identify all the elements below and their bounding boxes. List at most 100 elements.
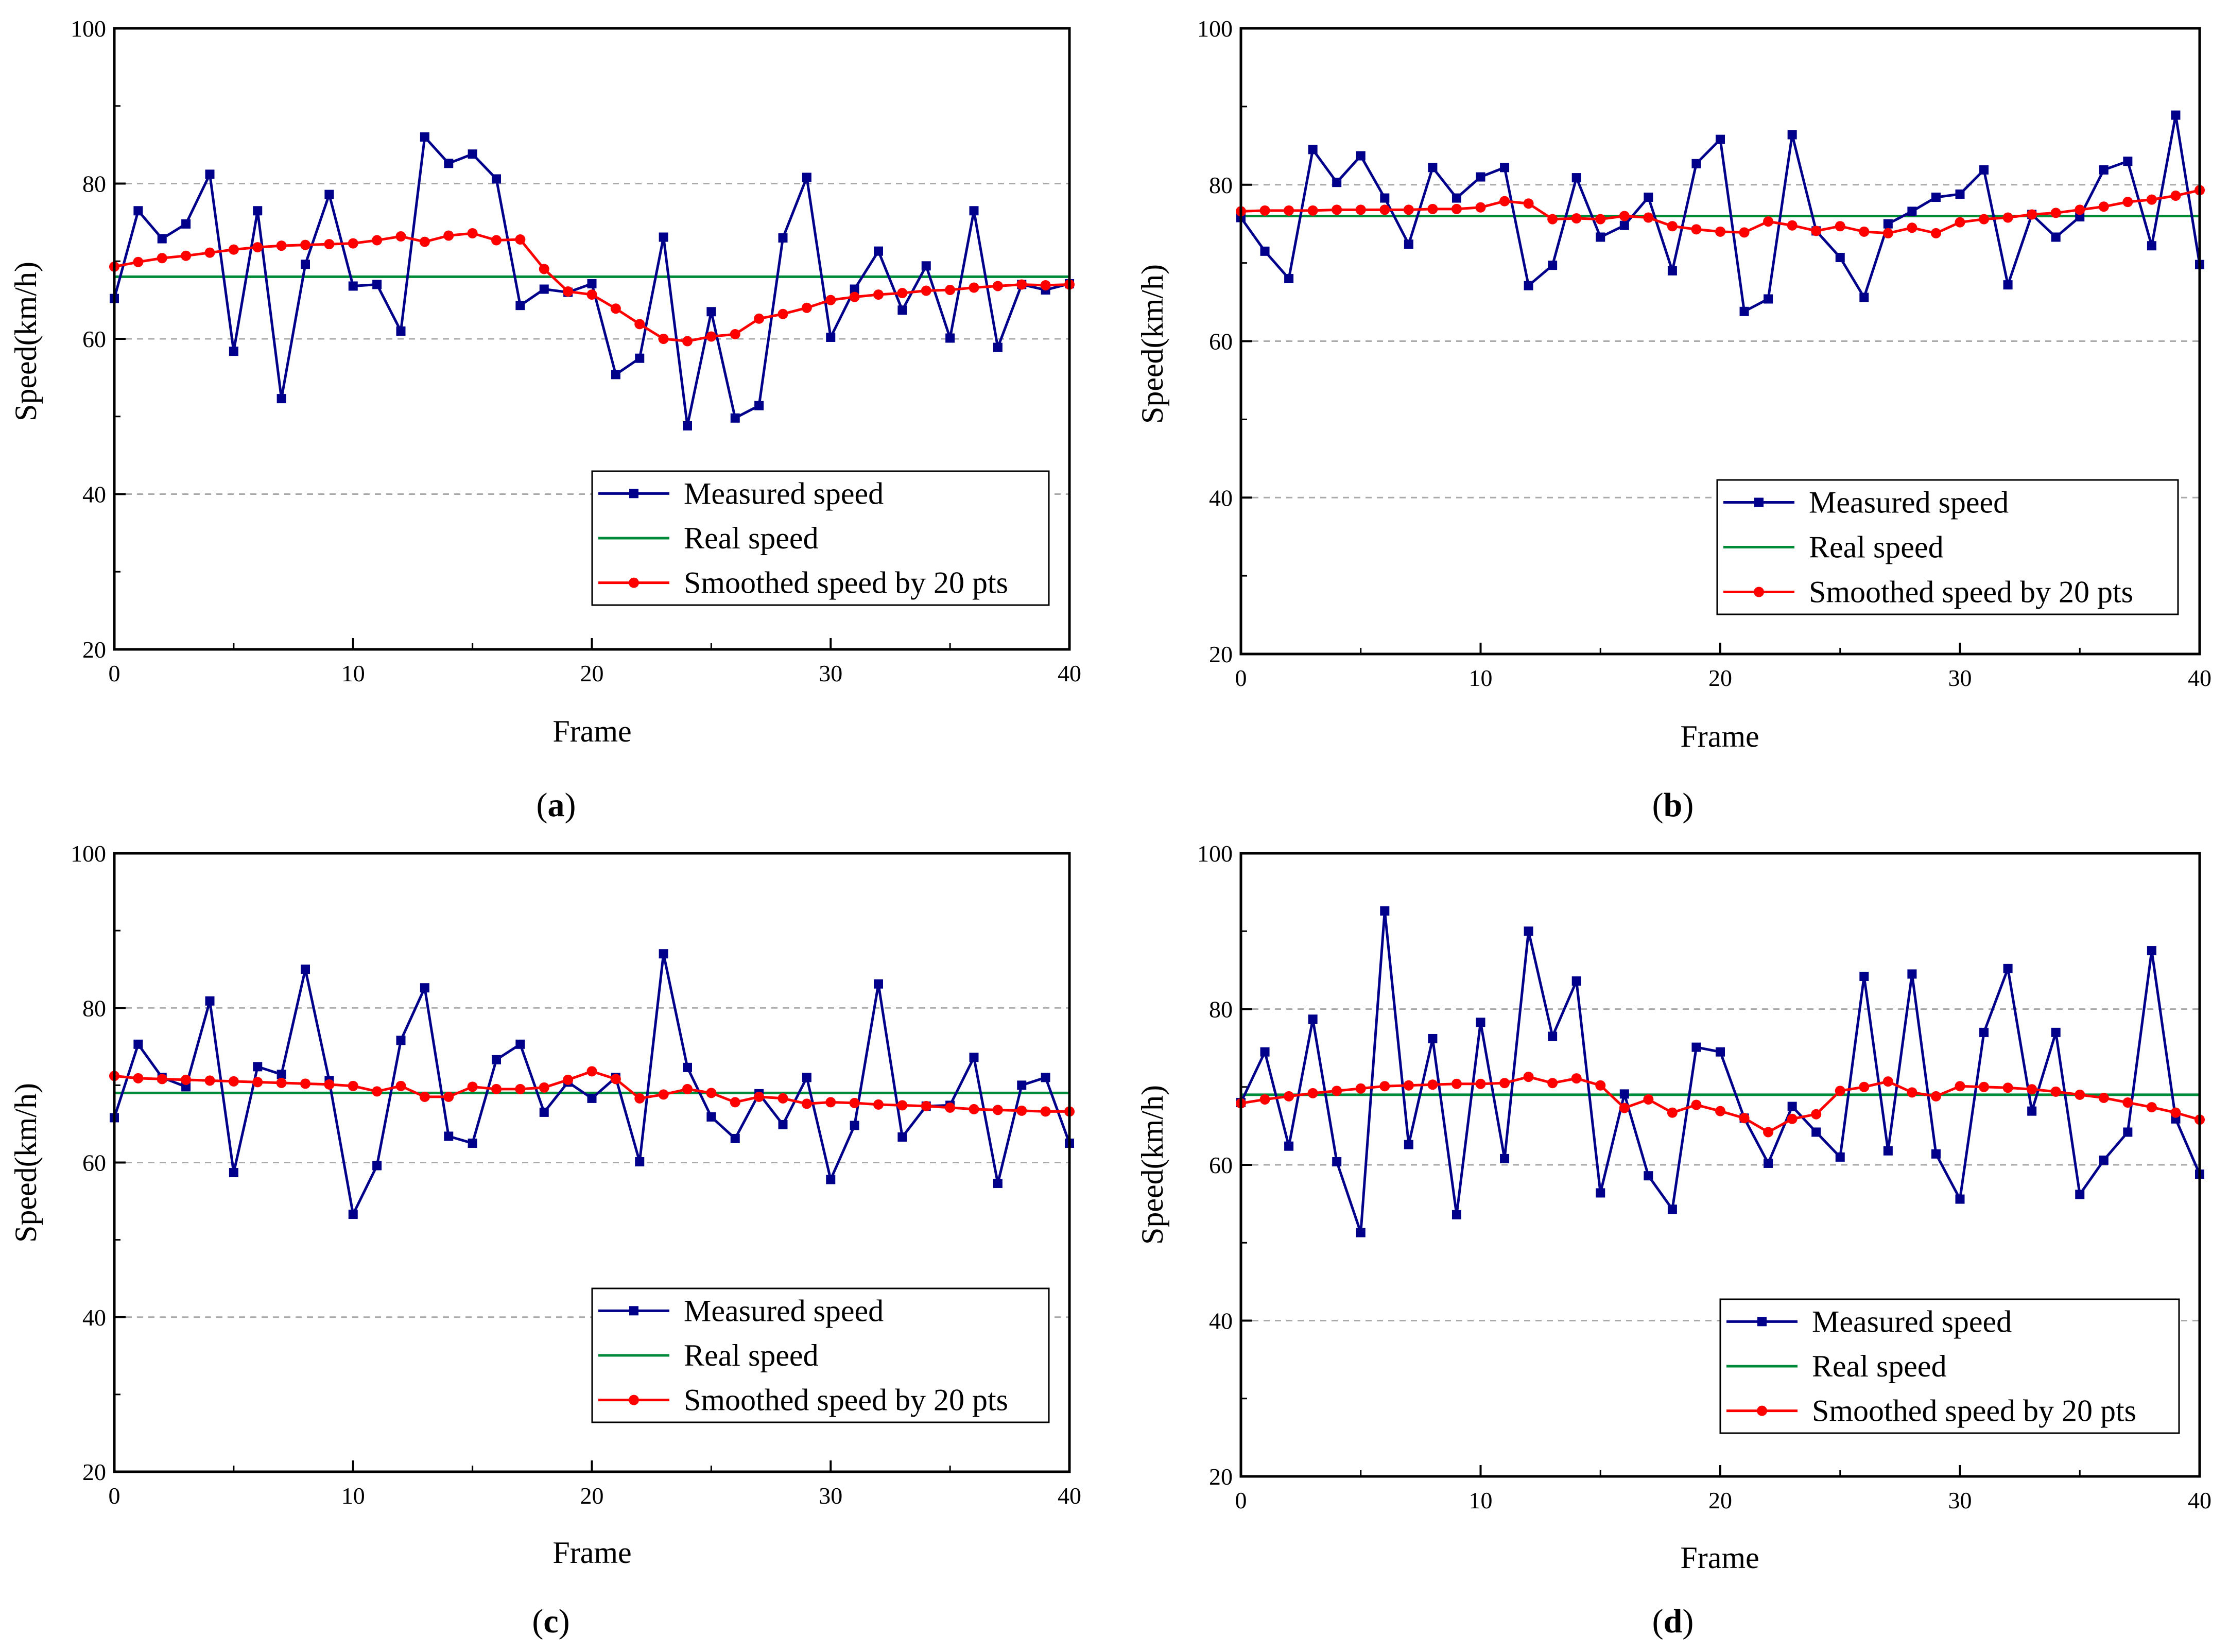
point-measured-speed: [468, 1138, 477, 1148]
legend-marker-square: [1757, 1317, 1767, 1327]
point-measured-speed: [301, 965, 310, 974]
point-measured-speed: [1500, 1154, 1510, 1163]
point-measured-speed: [372, 1161, 382, 1171]
y-tick-label-20: 20: [82, 1459, 106, 1485]
point-smoothed-speed: [2122, 1097, 2133, 1108]
point-measured-speed: [921, 261, 931, 271]
point-smoothed-speed: [730, 329, 740, 339]
point-measured-speed: [1859, 971, 1869, 981]
point-measured-speed: [492, 174, 501, 184]
y-tick-label-100: 100: [71, 15, 106, 42]
point-measured-speed: [1356, 1228, 1366, 1237]
point-smoothed-speed: [1643, 1094, 1654, 1105]
point-measured-speed: [2099, 165, 2109, 175]
point-measured-speed: [492, 1055, 501, 1064]
point-measured-speed: [1907, 969, 1917, 979]
x-tick-label-10: 10: [341, 1483, 365, 1509]
legend-label: Measured speed: [1809, 486, 2009, 520]
point-measured-speed: [2099, 1155, 2109, 1165]
point-smoothed-speed: [1930, 228, 1941, 238]
chart-panel-d: 20 40 60 80 100 0 10 20 30 40 Measured speed Real s…: [1135, 840, 2211, 1640]
point-smoothed-speed: [2170, 191, 2181, 201]
point-smoothed-speed: [1547, 214, 1558, 225]
chart-panel-a: 20 40 60 80 100 0 10 20 30 40 Measured speed Real s…: [9, 15, 1081, 824]
legend-label: Measured speed: [1812, 1304, 2012, 1338]
point-smoothed-speed: [276, 240, 287, 251]
point-smoothed-speed: [1355, 204, 1366, 215]
point-smoothed-speed: [443, 230, 454, 241]
point-measured-speed: [2075, 1190, 2085, 1199]
point-smoothed-speed: [1571, 213, 1582, 224]
point-smoothed-speed: [706, 1088, 717, 1098]
point-smoothed-speed: [1332, 1086, 1342, 1096]
point-smoothed-speed: [1284, 1091, 1294, 1102]
point-smoothed-speed: [395, 231, 406, 242]
point-measured-speed: [1931, 193, 1941, 202]
point-measured-speed: [253, 1062, 263, 1072]
point-measured-speed: [277, 1070, 286, 1079]
point-measured-speed: [1308, 1014, 1318, 1024]
point-measured-speed: [396, 1036, 406, 1045]
point-smoothed-speed: [2146, 194, 2157, 205]
point-smoothed-speed: [586, 1066, 597, 1077]
point-smoothed-speed: [181, 250, 192, 261]
point-measured-speed: [1979, 165, 1989, 175]
point-measured-speed: [1356, 151, 1366, 161]
point-measured-speed: [2123, 1127, 2133, 1137]
point-smoothed-speed: [969, 282, 979, 293]
point-smoothed-speed: [133, 256, 144, 267]
point-measured-speed: [1931, 1149, 1941, 1159]
y-tick-label-40: 40: [1209, 485, 1233, 511]
point-smoothed-speed: [1475, 202, 1486, 213]
point-smoothed-speed: [873, 1099, 884, 1110]
point-smoothed-speed: [133, 1073, 144, 1083]
x-tick-label-10: 10: [341, 660, 365, 686]
point-measured-speed: [1667, 266, 1677, 276]
x-tick-label-0: 0: [109, 660, 120, 686]
point-measured-speed: [1428, 1034, 1438, 1043]
point-smoothed-speed: [754, 1091, 765, 1102]
x-tick-label-20: 20: [1708, 1487, 1732, 1513]
x-tick-label-10: 10: [1469, 1487, 1493, 1513]
y-tick-label-60: 60: [82, 326, 106, 352]
point-measured-speed: [1308, 145, 1318, 154]
point-smoothed-speed: [2146, 1102, 2157, 1113]
y-tick-label-80: 80: [82, 171, 106, 197]
point-smoothed-speed: [2002, 212, 2013, 223]
panel-caption: (b): [1652, 786, 1694, 824]
point-smoothed-speed: [1523, 198, 1534, 209]
point-measured-speed: [1907, 206, 1917, 216]
legend-marker-circle: [1757, 1405, 1767, 1416]
point-measured-speed: [1596, 232, 1605, 242]
legend-label: Real speed: [684, 1338, 819, 1372]
legend-label: Smoothed speed by 20 pts: [1809, 575, 2133, 609]
point-measured-speed: [635, 1157, 645, 1166]
legend: Measured speed Real speed Smoothed speed b…: [1719, 1298, 2180, 1434]
y-tick-label-80: 80: [1209, 996, 1233, 1023]
point-smoothed-speed: [1475, 1078, 1486, 1089]
legend-marker-circle: [1754, 587, 1764, 597]
point-smoothed-speed: [849, 1097, 860, 1108]
x-tick-label-20: 20: [580, 1483, 604, 1509]
y-tick-label-40: 40: [82, 481, 106, 508]
point-smoothed-speed: [1499, 1078, 1510, 1089]
point-measured-speed: [1691, 159, 1701, 168]
y-tick-label-20: 20: [1209, 1464, 1233, 1490]
point-smoothed-speed: [157, 253, 167, 264]
point-smoothed-speed: [2098, 1092, 2109, 1103]
point-measured-speed: [874, 246, 883, 256]
point-smoothed-speed: [2027, 1084, 2037, 1095]
point-smoothed-speed: [348, 1080, 358, 1091]
point-smoothed-speed: [1403, 1080, 1414, 1091]
point-smoothed-speed: [1571, 1073, 1582, 1084]
point-measured-speed: [1476, 172, 1485, 182]
legend-label: Smoothed speed by 20 pts: [684, 1383, 1008, 1417]
point-measured-speed: [301, 260, 310, 269]
point-measured-speed: [802, 173, 811, 182]
x-tick-label-30: 30: [819, 660, 842, 686]
point-measured-speed: [1667, 1204, 1677, 1214]
point-smoothed-speed: [1907, 222, 1917, 233]
point-smoothed-speed: [1040, 1106, 1051, 1117]
legend-marker-circle: [629, 1395, 639, 1405]
point-measured-speed: [1332, 178, 1342, 187]
